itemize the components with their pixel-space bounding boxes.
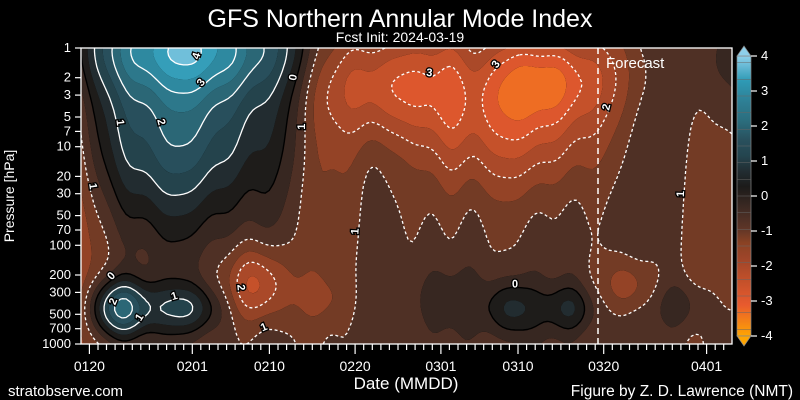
svg-text:Pressure [hPa]: Pressure [hPa]	[1, 150, 17, 243]
svg-text:1: 1	[296, 124, 308, 130]
svg-text:0210: 0210	[254, 358, 285, 374]
svg-text:70: 70	[57, 222, 71, 237]
svg-text:50: 50	[57, 208, 71, 223]
svg-text:0: 0	[512, 278, 518, 290]
svg-text:300: 300	[49, 284, 71, 299]
svg-text:20: 20	[57, 168, 71, 183]
svg-text:3: 3	[426, 67, 433, 79]
svg-text:Date (MMDD): Date (MMDD)	[354, 374, 459, 393]
svg-text:1000: 1000	[42, 336, 71, 351]
svg-text:30: 30	[57, 186, 71, 201]
svg-text:3: 3	[64, 87, 71, 102]
svg-text:1: 1	[761, 153, 768, 168]
svg-text:1: 1	[675, 191, 687, 198]
svg-text:10: 10	[57, 139, 71, 154]
svg-text:500: 500	[49, 306, 71, 321]
svg-text:0301: 0301	[425, 358, 456, 374]
svg-text:-1: -1	[761, 223, 773, 238]
svg-text:0320: 0320	[588, 358, 619, 374]
svg-text:100: 100	[49, 237, 71, 252]
svg-text:0120: 0120	[74, 358, 105, 374]
svg-text:700: 700	[49, 321, 71, 336]
svg-text:Forecast: Forecast	[606, 55, 665, 72]
svg-text:4: 4	[761, 48, 768, 63]
svg-text:2: 2	[64, 70, 71, 85]
svg-text:200: 200	[49, 267, 71, 282]
svg-text:0310: 0310	[502, 358, 533, 374]
svg-text:-3: -3	[761, 293, 773, 308]
svg-text:5: 5	[64, 109, 71, 124]
svg-text:Fcst Init: 2024-03-19: Fcst Init: 2024-03-19	[336, 29, 465, 45]
svg-text:0401: 0401	[691, 358, 722, 374]
svg-text:-4: -4	[761, 328, 773, 343]
svg-text:2: 2	[761, 118, 768, 133]
svg-text:0201: 0201	[177, 358, 208, 374]
svg-text:0220: 0220	[340, 358, 371, 374]
svg-text:1: 1	[64, 40, 71, 55]
svg-text:1: 1	[349, 228, 361, 235]
svg-text:2: 2	[234, 284, 247, 291]
svg-text:3: 3	[761, 83, 768, 98]
svg-text:Figure by Z. D. Lawrence (NMT): Figure by Z. D. Lawrence (NMT)	[571, 383, 793, 400]
svg-text:stratobserve.com: stratobserve.com	[8, 383, 123, 400]
svg-text:7: 7	[64, 123, 71, 138]
svg-text:0: 0	[761, 188, 768, 203]
svg-text:-2: -2	[761, 258, 773, 273]
